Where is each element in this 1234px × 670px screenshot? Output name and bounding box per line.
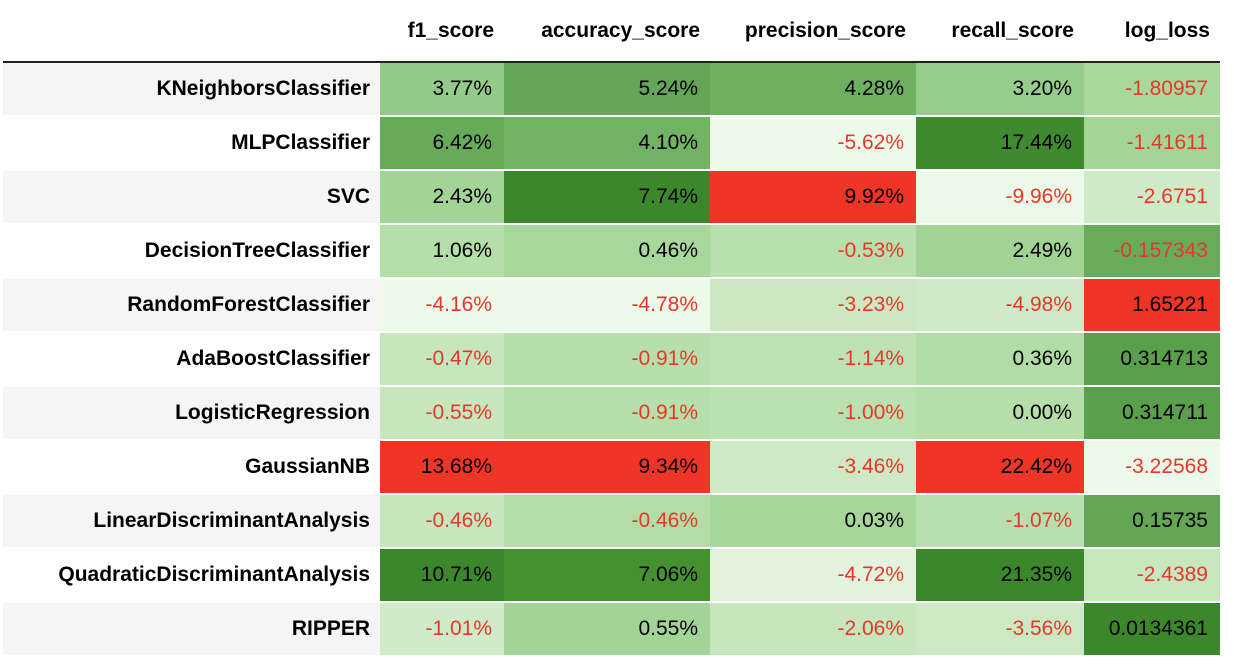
cell-precision-score: -4.72% [710, 548, 916, 603]
cell-recall-score: 0.36% [916, 332, 1084, 387]
table-row: KNeighborsClassifier 3.77% 5.24% 4.28% 3.20%… [3, 62, 1220, 117]
table-row: RandomForestClassifier -4.16% -4.78% -3.23%… [3, 278, 1220, 333]
column-header-accuracy-score: accuracy_score [504, 0, 710, 63]
cell-f1-score: 13.68% [380, 440, 504, 495]
table-row: RIPPER -1.01% 0.55% -2.06% -3.56% 0.0134361 [3, 602, 1220, 657]
row-label: LogisticRegression [3, 386, 380, 441]
cell-f1-score: 3.77% [380, 62, 504, 117]
cell-precision-score: -3.23% [710, 278, 916, 333]
cell-f1-score: -0.46% [380, 494, 504, 549]
header-row: f1_score accuracy_score precision_score … [3, 0, 1220, 63]
cell-recall-score: 21.35% [916, 548, 1084, 603]
table-body: KNeighborsClassifier 3.77% 5.24% 4.28% 3.20%… [3, 62, 1220, 657]
table-row: MLPClassifier 6.42% 4.10% -5.62% 17.44% -1.41… [3, 116, 1220, 171]
cell-log-loss: -3.22568 [1084, 440, 1220, 495]
cell-precision-score: -3.46% [710, 440, 916, 495]
column-header-log-loss: log_loss [1084, 0, 1220, 63]
row-label: QuadraticDiscriminantAnalysis [3, 548, 380, 603]
cell-f1-score: -4.16% [380, 278, 504, 333]
row-label: DecisionTreeClassifier [3, 224, 380, 279]
row-label: AdaBoostClassifier [3, 332, 380, 387]
cell-accuracy-score: -0.46% [504, 494, 710, 549]
column-header-recall-score: recall_score [916, 0, 1084, 63]
row-label: RIPPER [3, 602, 380, 657]
cell-recall-score: 17.44% [916, 116, 1084, 171]
cell-accuracy-score: -0.91% [504, 332, 710, 387]
cell-recall-score: 22.42% [916, 440, 1084, 495]
cell-log-loss: -0.157343 [1084, 224, 1220, 279]
cell-accuracy-score: 0.55% [504, 602, 710, 657]
cell-accuracy-score: -0.91% [504, 386, 710, 441]
cell-accuracy-score: 7.06% [504, 548, 710, 603]
table-row: SVC 2.43% 7.74% 9.92% -9.96% -2.6751 [3, 170, 1220, 225]
cell-accuracy-score: 4.10% [504, 116, 710, 171]
cell-f1-score: -0.47% [380, 332, 504, 387]
cell-log-loss: -1.80957 [1084, 62, 1220, 117]
cell-f1-score: 10.71% [380, 548, 504, 603]
cell-precision-score: -1.00% [710, 386, 916, 441]
table-row: AdaBoostClassifier -0.47% -0.91% -1.14% 0.36… [3, 332, 1220, 387]
row-label: MLPClassifier [3, 116, 380, 171]
table-row: GaussianNB 13.68% 9.34% -3.46% 22.42% -3.2256… [3, 440, 1220, 495]
cell-precision-score: -2.06% [710, 602, 916, 657]
cell-precision-score: -1.14% [710, 332, 916, 387]
cell-log-loss: 0.314713 [1084, 332, 1220, 387]
row-label: SVC [3, 170, 380, 225]
cell-precision-score: -5.62% [710, 116, 916, 171]
index-header [3, 0, 380, 63]
cell-f1-score: 6.42% [380, 116, 504, 171]
cell-recall-score: 0.00% [916, 386, 1084, 441]
row-label: RandomForestClassifier [3, 278, 380, 333]
cell-recall-score: -4.98% [916, 278, 1084, 333]
cell-log-loss: 0.314711 [1084, 386, 1220, 441]
cell-recall-score: 3.20% [916, 62, 1084, 117]
cell-f1-score: 2.43% [380, 170, 504, 225]
row-label: KNeighborsClassifier [3, 62, 380, 117]
table-row: DecisionTreeClassifier 1.06% 0.46% -0.53% 2.… [3, 224, 1220, 279]
cell-accuracy-score: -4.78% [504, 278, 710, 333]
metrics-table: f1_score accuracy_score precision_score … [3, 0, 1220, 657]
cell-f1-score: -1.01% [380, 602, 504, 657]
cell-accuracy-score: 7.74% [504, 170, 710, 225]
cell-precision-score: 9.92% [710, 170, 916, 225]
row-label: LinearDiscriminantAnalysis [3, 494, 380, 549]
cell-accuracy-score: 5.24% [504, 62, 710, 117]
cell-log-loss: -2.6751 [1084, 170, 1220, 225]
cell-recall-score: -9.96% [916, 170, 1084, 225]
column-header-f1-score: f1_score [380, 0, 504, 63]
cell-log-loss: 1.65221 [1084, 278, 1220, 333]
cell-recall-score: 2.49% [916, 224, 1084, 279]
table-header: f1_score accuracy_score precision_score … [3, 0, 1220, 63]
cell-accuracy-score: 9.34% [504, 440, 710, 495]
cell-recall-score: -1.07% [916, 494, 1084, 549]
table-row: LogisticRegression -0.55% -0.91% -1.00% 0.00… [3, 386, 1220, 441]
cell-log-loss: -2.4389 [1084, 548, 1220, 603]
table-row: QuadraticDiscriminantAnalysis 10.71% 7.06%… [3, 548, 1220, 603]
cell-f1-score: -0.55% [380, 386, 504, 441]
cell-log-loss: 0.15735 [1084, 494, 1220, 549]
cell-precision-score: -0.53% [710, 224, 916, 279]
row-label: GaussianNB [3, 440, 380, 495]
cell-accuracy-score: 0.46% [504, 224, 710, 279]
cell-recall-score: -3.56% [916, 602, 1084, 657]
cell-log-loss: 0.0134361 [1084, 602, 1220, 657]
cell-precision-score: 4.28% [710, 62, 916, 117]
cell-f1-score: 1.06% [380, 224, 504, 279]
cell-log-loss: -1.41611 [1084, 116, 1220, 171]
cell-precision-score: 0.03% [710, 494, 916, 549]
table-row: LinearDiscriminantAnalysis -0.46% -0.46% 0.… [3, 494, 1220, 549]
column-header-precision-score: precision_score [710, 0, 916, 63]
